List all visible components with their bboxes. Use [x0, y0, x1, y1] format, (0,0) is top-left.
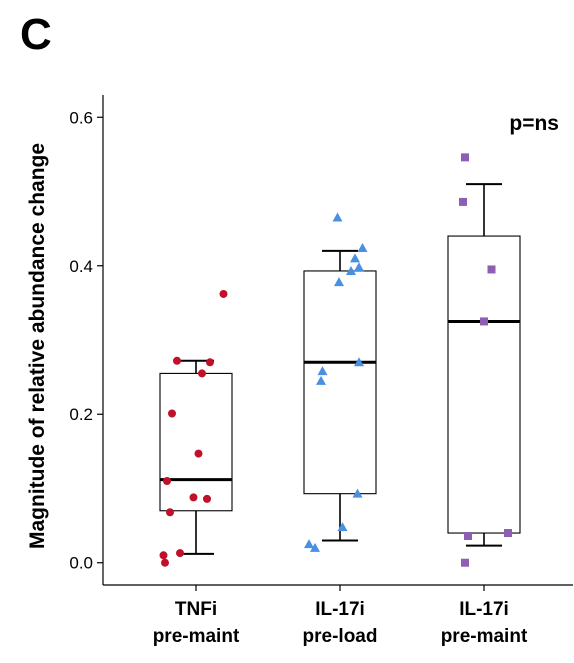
data-point [334, 277, 344, 287]
data-point [161, 558, 169, 567]
x-tick-labels: TNFi pre-maint IL-17i pre-load IL-17i pre-mai… [153, 585, 528, 647]
data-point [159, 551, 168, 560]
data-point [194, 449, 203, 458]
x-tick-label: pre-maint [153, 626, 240, 647]
data-point [219, 289, 228, 298]
data-point [354, 262, 364, 272]
data-point [317, 366, 328, 376]
y-axis-label: Magnitude of relative abundance change [26, 143, 49, 549]
data-point [504, 529, 512, 538]
data-point [189, 493, 198, 502]
x-tick-label: pre-maint [441, 626, 528, 647]
iqr-box [447, 235, 521, 534]
data-point [166, 508, 174, 517]
data-point [461, 153, 469, 162]
data-point [464, 532, 472, 540]
data-point [332, 212, 343, 222]
data-point [480, 317, 488, 326]
y-tick-label: 0.6 [69, 108, 93, 127]
data-point [203, 494, 211, 503]
x-tick-label: TNFi [175, 599, 217, 620]
iqr-box [159, 372, 233, 512]
data-point [461, 558, 469, 567]
significance-annotation: p=ns [509, 112, 559, 135]
iqr-box [303, 270, 377, 495]
data-point [316, 375, 326, 385]
y-tick-label: 0.2 [69, 405, 93, 424]
x-tick-label: IL-17i [459, 599, 509, 620]
data-point [173, 356, 181, 365]
data-point [459, 197, 467, 206]
data-point [206, 358, 214, 367]
groups [159, 153, 521, 567]
x-tick-label: pre-load [303, 626, 378, 647]
data-point [198, 369, 206, 378]
data-point [487, 265, 496, 274]
data-point [304, 539, 314, 549]
data-point [354, 357, 364, 367]
y-tick-label: 0.0 [69, 554, 93, 573]
group-2 [303, 212, 377, 552]
group-1 [159, 289, 233, 567]
y-tick-label: 0.4 [69, 257, 93, 276]
data-point [346, 265, 356, 275]
data-point [176, 549, 184, 558]
x-tick-label: IL-17i [315, 599, 365, 620]
panel-letter: C [20, 10, 52, 59]
data-point [310, 542, 320, 552]
data-point [337, 522, 348, 532]
data-point [357, 242, 368, 252]
data-point [168, 409, 176, 418]
data-point [352, 488, 363, 498]
data-point [350, 253, 360, 263]
data-point [163, 477, 171, 486]
group-3 [447, 153, 521, 567]
y-ticks: 0.0 0.2 0.4 0.6 [69, 108, 103, 573]
